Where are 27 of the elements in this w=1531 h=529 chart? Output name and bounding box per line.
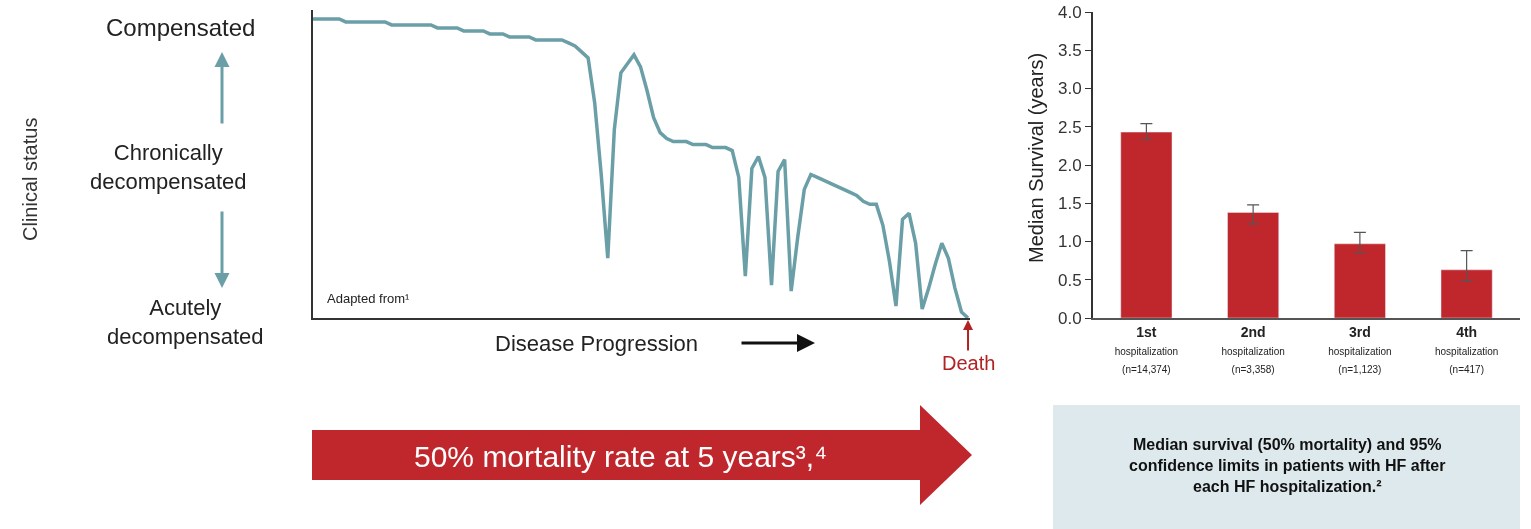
text: Median survival (50% mortality) and 95% confidence limits in patients with HF after each HF hospitalization.² [1129,436,1446,495]
text: Acutely decompensated [107,295,264,349]
x-tick-label: 2nd hospitalization (n=3,358) [1221,323,1285,376]
y-tick-label: 3.0 [1057,79,1082,99]
y-axis-title: Clinical status [19,117,41,241]
bar [1227,212,1279,318]
y-tick-label: 3.5 [1057,41,1082,61]
x-tick-label: 4th hospitalization (n=417) [1434,323,1499,376]
text: Compensated [106,14,256,41]
y-tick-label: 0.0 [1057,308,1082,328]
y-tick-label: 0.5 [1057,270,1082,290]
y-axis-title: Median Survival (years) [1025,52,1047,263]
y-tick-label: 4.0 [1057,2,1082,22]
bar [1120,131,1173,318]
text: Chronically decompensated [90,140,247,194]
y-tick-label: 2.0 [1057,155,1082,175]
annotation: Adapted from¹ [327,291,411,306]
y-tick-label: 1.0 [1057,232,1082,252]
y-tick-label: 2.5 [1057,117,1082,137]
text: 50% mortality rate at 5 years³,⁴ [414,440,828,473]
text: Death [942,352,996,374]
x-tick-label: 1st hospitalization (n=14,374) [1114,323,1179,376]
bar [1334,243,1386,318]
bar [1440,269,1493,318]
x-tick-label: 3rd hospitalization (n=1,123) [1328,323,1392,376]
x-axis-title: Disease Progression [495,331,698,356]
y-tick-label: 1.5 [1057,194,1082,214]
